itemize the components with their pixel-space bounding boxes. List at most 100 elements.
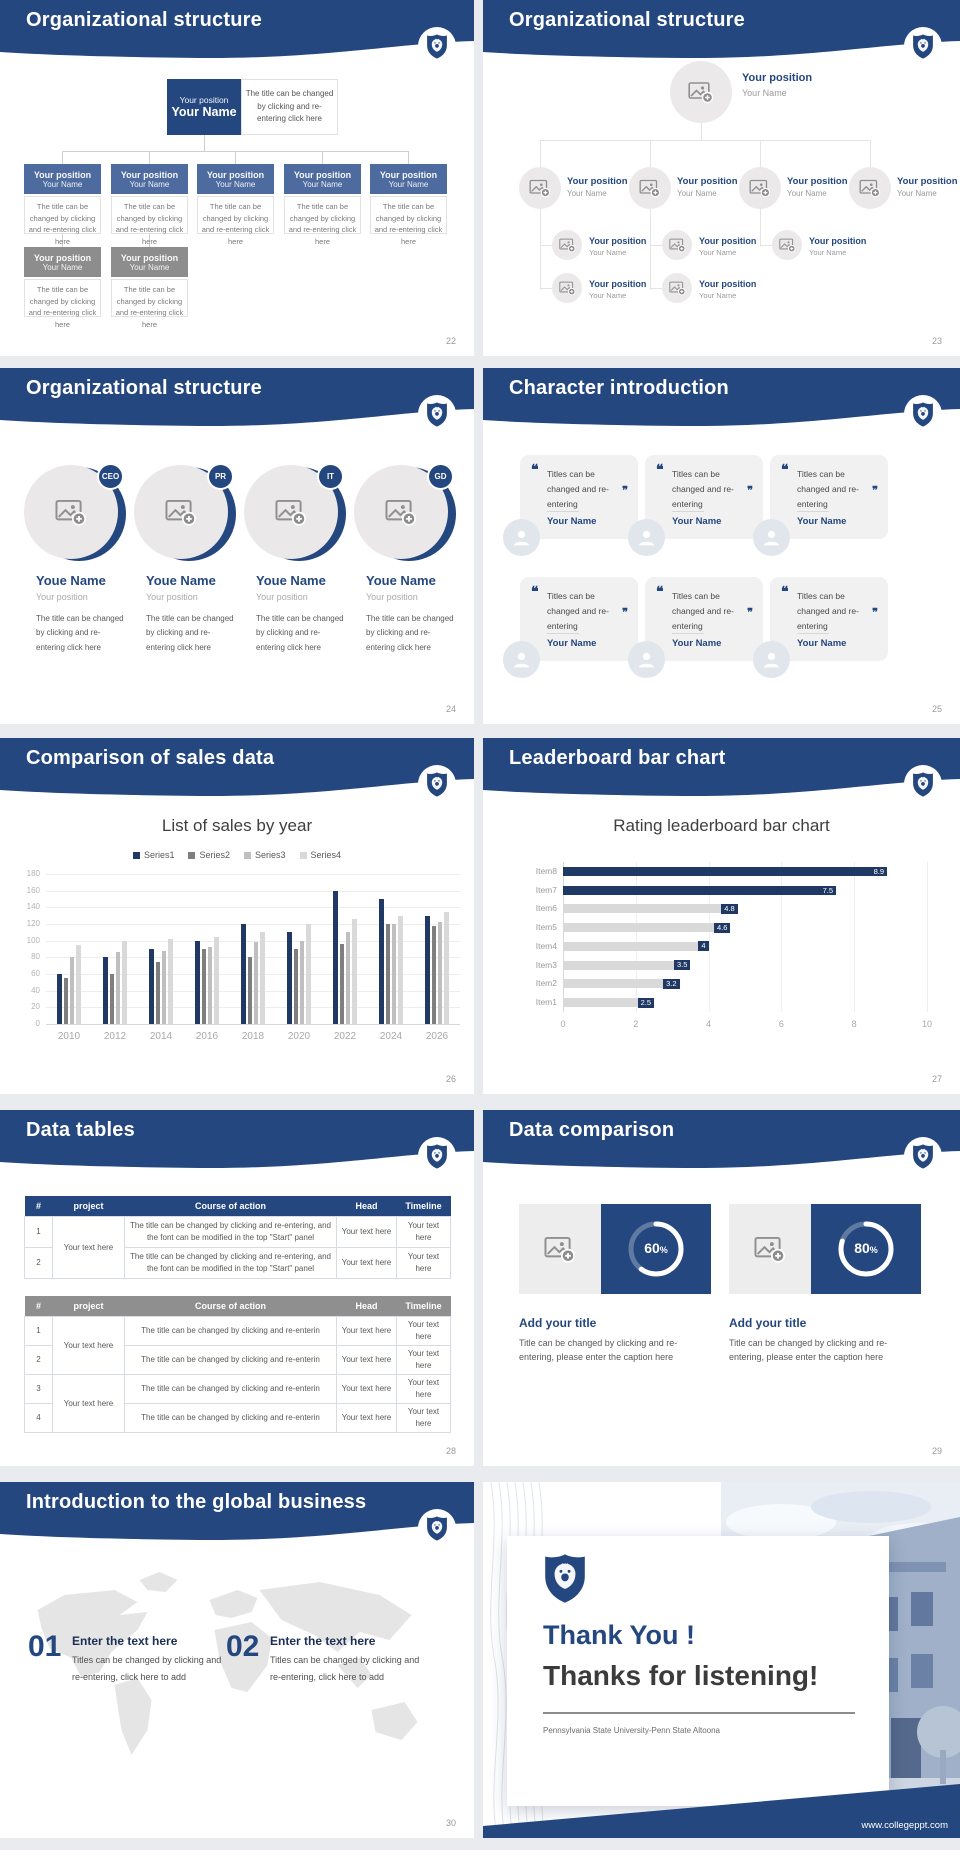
bar — [121, 940, 127, 1024]
bar — [161, 950, 167, 1024]
org-root-box: Your position Your Name — [167, 79, 241, 135]
header-band — [0, 0, 474, 40]
category-label: Item6 — [535, 903, 557, 914]
slide-header: Organizational structure — [0, 0, 474, 66]
quote-open-icon: ❝ — [656, 461, 664, 477]
penn-state-lion-logo-icon — [904, 395, 942, 433]
image-placeholder-icon — [749, 178, 771, 198]
x-tick-label: 2012 — [103, 1031, 127, 1042]
person-icon — [761, 527, 782, 548]
avatar — [628, 641, 665, 678]
image-placeholder-icon — [275, 497, 307, 527]
role-badge: CEO — [97, 463, 124, 490]
org-box: Your position Your Name — [370, 164, 447, 194]
quote-card: ❝ Titles can be changed and re-entering … — [503, 455, 638, 556]
slide-title: Organizational structure — [26, 377, 262, 399]
person-icon — [511, 649, 532, 670]
bar: 3.5 — [563, 960, 691, 971]
connector — [408, 151, 409, 164]
x-tick-label: 0 — [560, 1019, 566, 1029]
slide-22-organizational-structure: Organizational structure Your position Y… — [0, 0, 474, 356]
org-root-desc: The title can be changed by clicking and… — [241, 79, 338, 135]
member-name: Youe Name — [36, 573, 106, 588]
x-tick-label: 8 — [851, 1019, 857, 1029]
header-band — [0, 1482, 474, 1522]
bar: 7.5 — [563, 885, 836, 895]
grid-line-h — [46, 1024, 460, 1025]
slide-header: Organizational structure — [483, 0, 960, 66]
quote-text: Titles can be changed and re-entering — [547, 591, 609, 631]
bar: 2.5 — [563, 997, 654, 1008]
page-number: 29 — [931, 1446, 942, 1456]
member-photo: PR — [134, 463, 236, 561]
slide-24-organizational-structure: Organizational structure CEO PR IT GD Yo… — [0, 368, 474, 724]
y-tick-label: 100 — [26, 935, 40, 945]
category-label: Item8 — [535, 865, 557, 876]
quote-open-icon: ❝ — [531, 583, 539, 599]
value-label: 2.5 — [637, 997, 654, 1008]
grid-line-v — [635, 862, 637, 1012]
header-band — [0, 1110, 474, 1150]
penn-state-lion-logo-icon — [418, 395, 456, 433]
item-number: 02 — [226, 1630, 260, 1663]
org-box: Your position Your Name — [284, 164, 361, 194]
chart-title: Rating leaderboard bar chart — [613, 816, 830, 835]
slide-title: Comparison of sales data — [26, 747, 275, 769]
col-num: # — [24, 1196, 53, 1217]
bar — [333, 890, 339, 1024]
bar — [351, 919, 357, 1024]
org-name: Your Name — [171, 105, 237, 119]
image-placeholder-icon — [559, 237, 576, 253]
legend-label: Series3 — [255, 850, 286, 860]
image-placeholder-icon — [754, 1234, 786, 1264]
bar — [213, 936, 219, 1024]
slide-header: Leaderboard bar chart — [483, 738, 960, 804]
bar — [437, 922, 443, 1024]
slide-title: Organizational structure — [509, 9, 745, 31]
bar — [287, 932, 293, 1024]
website-url: www.collegeppt.com — [861, 1820, 948, 1831]
chart-title: List of sales by year — [161, 816, 313, 835]
slide-title: Data tables — [26, 1119, 135, 1141]
divider — [547, 633, 579, 634]
quote-card: ❝ Titles can be changed and re-entering … — [503, 577, 638, 678]
bar — [425, 915, 431, 1024]
quote-text: Titles can be changed and re-entering — [672, 469, 734, 509]
grid-line-v — [563, 862, 564, 1012]
legend-swatch — [244, 851, 251, 859]
legend-label: Series2 — [199, 850, 230, 860]
grid-line-h — [46, 974, 460, 975]
member-desc: The title can be changed by clicking and… — [256, 614, 344, 652]
photo-placeholder — [739, 167, 781, 209]
bar — [57, 974, 63, 1024]
quote-author: Your Name — [797, 516, 847, 527]
quote-close-icon: ❞ — [872, 485, 878, 497]
bar — [195, 940, 201, 1024]
category-label: Item2 — [535, 978, 557, 989]
page-number: 26 — [445, 1074, 456, 1084]
bar — [69, 957, 75, 1024]
org-position: Your position — [179, 95, 229, 105]
quote-text: Titles can be changed and re-entering — [672, 591, 734, 631]
thank-you-card: Thank You ! Thanks for listening! Pennsy… — [507, 1536, 889, 1806]
avatar — [753, 641, 790, 678]
org-desc: The title can be changed by clicking and… — [284, 196, 361, 246]
slide-header: Character introduction — [483, 368, 960, 434]
slide-title: Introduction to the global business — [26, 1491, 367, 1513]
photo-placeholder — [662, 273, 692, 303]
member-position: Your position — [366, 592, 418, 602]
connector — [650, 140, 651, 290]
quote-author: Your Name — [672, 638, 722, 649]
slide-thank-you: Thank You ! Thanks for listening! Pennsy… — [483, 1482, 960, 1838]
bar — [155, 961, 161, 1024]
image-placeholder-icon — [779, 237, 796, 253]
image-placeholder-icon — [529, 178, 551, 198]
org-name: Your Name — [742, 88, 787, 98]
quote-close-icon: ❞ — [747, 485, 753, 497]
bar — [201, 949, 207, 1024]
avatar — [503, 519, 540, 556]
x-tick-label: 2022 — [333, 1031, 357, 1042]
legend-item: Series1 — [132, 850, 174, 860]
bar — [247, 957, 253, 1024]
photo-placeholder — [849, 167, 891, 209]
